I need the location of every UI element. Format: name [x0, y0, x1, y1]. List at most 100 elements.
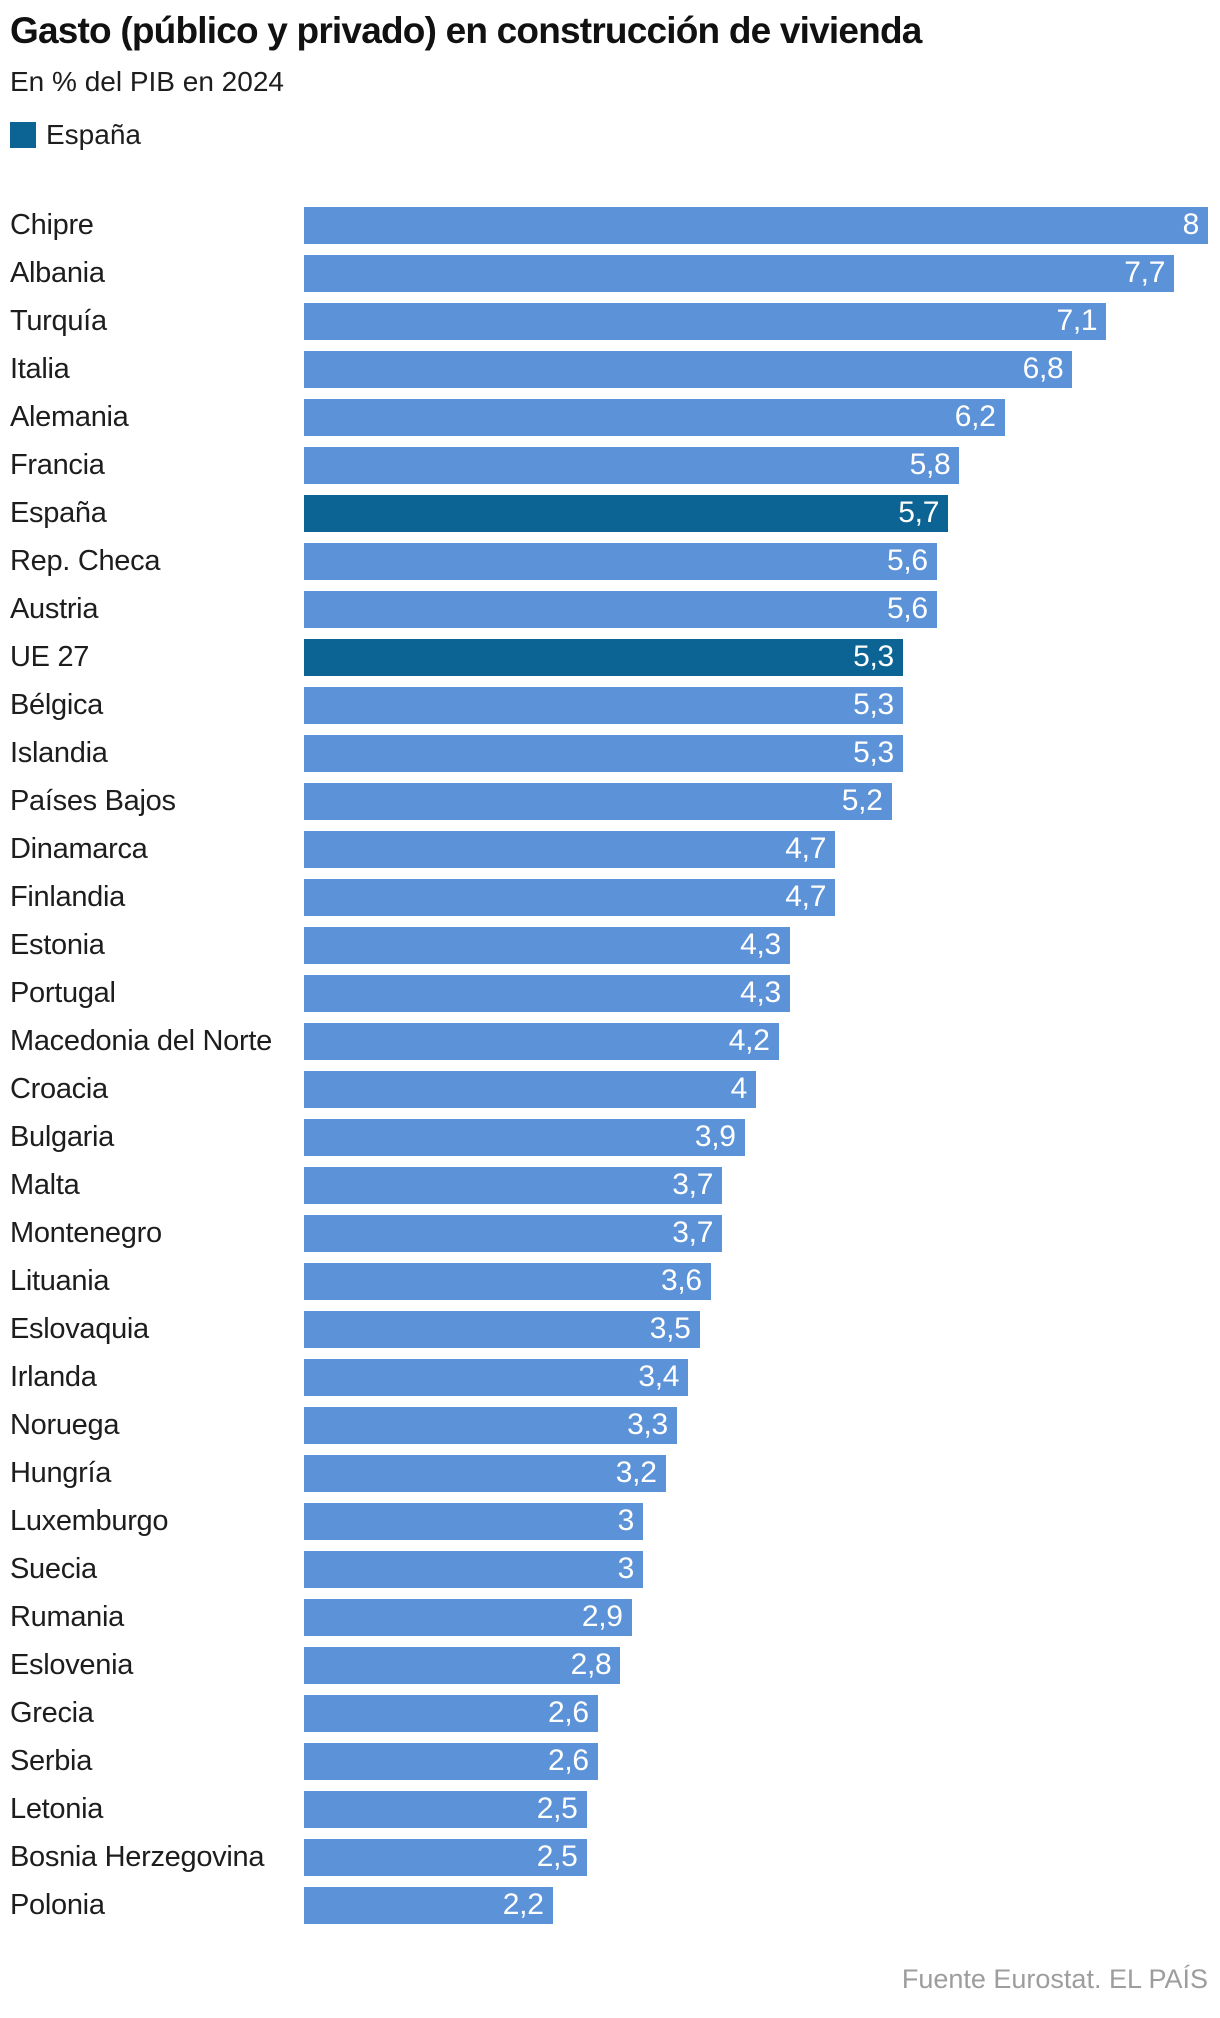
country-label: Eslovaquia [10, 1312, 149, 1345]
value-label: 5,6 [886, 592, 928, 626]
bar-track: 3,6 [304, 1262, 1208, 1300]
country-label: Bélgica [10, 688, 104, 721]
legend: España [10, 119, 1208, 150]
bar: 2,2 [304, 1886, 553, 1924]
bar-track: 5,8 [304, 446, 1208, 484]
bar-track: 3 [304, 1550, 1208, 1588]
value-label: 3 [617, 1504, 635, 1538]
chart-row: Finlandia 4,7 [10, 873, 1208, 921]
value-label: 3,5 [649, 1312, 691, 1346]
country-label: Finlandia [10, 880, 125, 913]
value-label: 2,2 [502, 1888, 544, 1922]
chart-row: UE 27 5,3 [10, 633, 1208, 681]
bar: 4 [304, 1070, 756, 1108]
value-label: 4 [730, 1072, 748, 1106]
bar: 2,9 [304, 1598, 632, 1636]
chart-title: Gasto (público y privado) en construcció… [10, 10, 922, 51]
value-label: 2,5 [536, 1792, 578, 1826]
country-label: Irlanda [10, 1360, 97, 1393]
bar: 4,7 [304, 878, 836, 916]
bar-track: 5,3 [304, 686, 1208, 724]
chart-row: Austria 5,6 [10, 585, 1208, 633]
chart-row: Suecia 3 [10, 1545, 1208, 1593]
bar: 4,7 [304, 830, 836, 868]
value-label: 3,9 [694, 1120, 736, 1154]
chart-row: España 5,7 [10, 489, 1208, 537]
bar-track: 5,6 [304, 542, 1208, 580]
value-label: 4,7 [785, 880, 827, 914]
chart-row: Rep. Checa 5,6 [10, 537, 1208, 585]
chart-row: Islandia 5,3 [10, 729, 1208, 777]
country-label: Montenegro [10, 1216, 162, 1249]
bar: 5,2 [304, 782, 892, 820]
country-label: Italia [10, 352, 70, 385]
value-label: 5,8 [909, 448, 951, 482]
chart-row: Montenegro 3,7 [10, 1209, 1208, 1257]
chart-row: Portugal 4,3 [10, 969, 1208, 1017]
country-label: Bosnia Herzegovina [10, 1840, 265, 1873]
bar-track: 4,7 [304, 830, 1208, 868]
bar: 3,3 [304, 1406, 677, 1444]
country-label: Croacia [10, 1072, 108, 1105]
chart-row: Macedonia del Norte 4,2 [10, 1017, 1208, 1065]
value-label: 3 [617, 1552, 635, 1586]
country-label: Serbia [10, 1744, 93, 1777]
chart-card: Gasto (público y privado) en construcció… [0, 8, 1220, 1996]
bar-track: 5,6 [304, 590, 1208, 628]
country-label: Bulgaria [10, 1120, 114, 1153]
country-label: Portugal [10, 976, 116, 1009]
chart-row: Grecia 2,6 [10, 1689, 1208, 1737]
chart-row: Lituania 3,6 [10, 1257, 1208, 1305]
value-label: 3,3 [627, 1408, 668, 1442]
chart-row: Luxemburgo 3 [10, 1497, 1208, 1545]
value-label: 4,2 [728, 1024, 770, 1058]
country-label: Islandia [10, 736, 108, 769]
bar: 2,8 [304, 1646, 621, 1684]
chart-row: Bulgaria 3,9 [10, 1113, 1208, 1161]
legend-swatch-icon [10, 122, 36, 149]
bar: 2,6 [304, 1742, 598, 1780]
bar: 3,5 [304, 1310, 700, 1348]
bar-track: 2,6 [304, 1694, 1208, 1732]
bar: 5,8 [304, 446, 960, 484]
bar: 8 [304, 206, 1208, 244]
bar-track: 4 [304, 1070, 1208, 1108]
country-label: Lituania [10, 1264, 110, 1297]
country-label: Chipre [10, 208, 94, 241]
bar-track: 5,3 [304, 638, 1208, 676]
bar: 6,8 [304, 350, 1073, 388]
value-label: 5,7 [898, 496, 940, 530]
chart-row: Bosnia Herzegovina 2,5 [10, 1833, 1208, 1881]
bar-track: 5,7 [304, 494, 1208, 532]
value-label: 6,2 [954, 400, 996, 434]
bar-track: 5,3 [304, 734, 1208, 772]
bar-track: 4,7 [304, 878, 1208, 916]
bar: 3 [304, 1550, 643, 1588]
chart-subtitle: En % del PIB en 2024 [10, 66, 284, 98]
chart-row: Eslovaquia 3,5 [10, 1305, 1208, 1353]
country-label: Rumania [10, 1600, 124, 1633]
bar-chart: Chipre 8 Albania 7,7 Turquía 7,1 Italia 6,8 Alem… [10, 201, 1208, 1929]
value-label: 4,3 [740, 928, 781, 962]
chart-row: Estonia 4,3 [10, 921, 1208, 969]
chart-row: Rumania 2,9 [10, 1593, 1208, 1641]
value-label: 3,7 [672, 1216, 714, 1250]
value-label: 5,2 [841, 784, 883, 818]
country-label: Letonia [10, 1792, 104, 1825]
value-label: 2,5 [536, 1840, 578, 1874]
bar-track: 3,4 [304, 1358, 1208, 1396]
country-label: Alemania [10, 400, 129, 433]
bar-track: 2,2 [304, 1886, 1208, 1924]
chart-row: Francia 5,8 [10, 441, 1208, 489]
bar: 7,7 [304, 254, 1175, 292]
country-label: Francia [10, 448, 105, 481]
country-label: Dinamarca [10, 832, 148, 865]
country-label: Grecia [10, 1696, 94, 1729]
chart-row: Noruega 3,3 [10, 1401, 1208, 1449]
bar-track: 3,5 [304, 1310, 1208, 1348]
bar-track: 2,5 [304, 1838, 1208, 1876]
bar: 3,7 [304, 1214, 723, 1252]
country-label: Hungría [10, 1456, 112, 1489]
bar-track: 8 [304, 206, 1208, 244]
chart-row: Croacia 4 [10, 1065, 1208, 1113]
